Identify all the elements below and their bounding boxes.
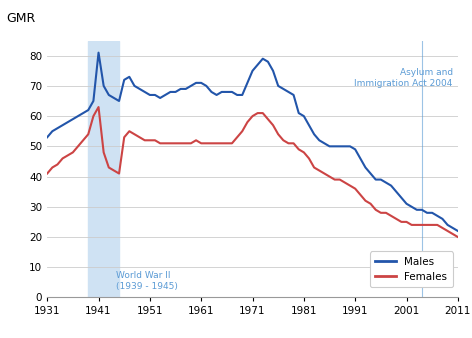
Text: Asylum and
Immigration Act 2004: Asylum and Immigration Act 2004: [354, 68, 453, 88]
Legend: Males, Females: Males, Females: [370, 251, 453, 287]
Text: GMR: GMR: [6, 12, 35, 25]
Bar: [88, 41, 119, 297]
Text: World War II
(1939 - 1945): World War II (1939 - 1945): [117, 271, 178, 291]
